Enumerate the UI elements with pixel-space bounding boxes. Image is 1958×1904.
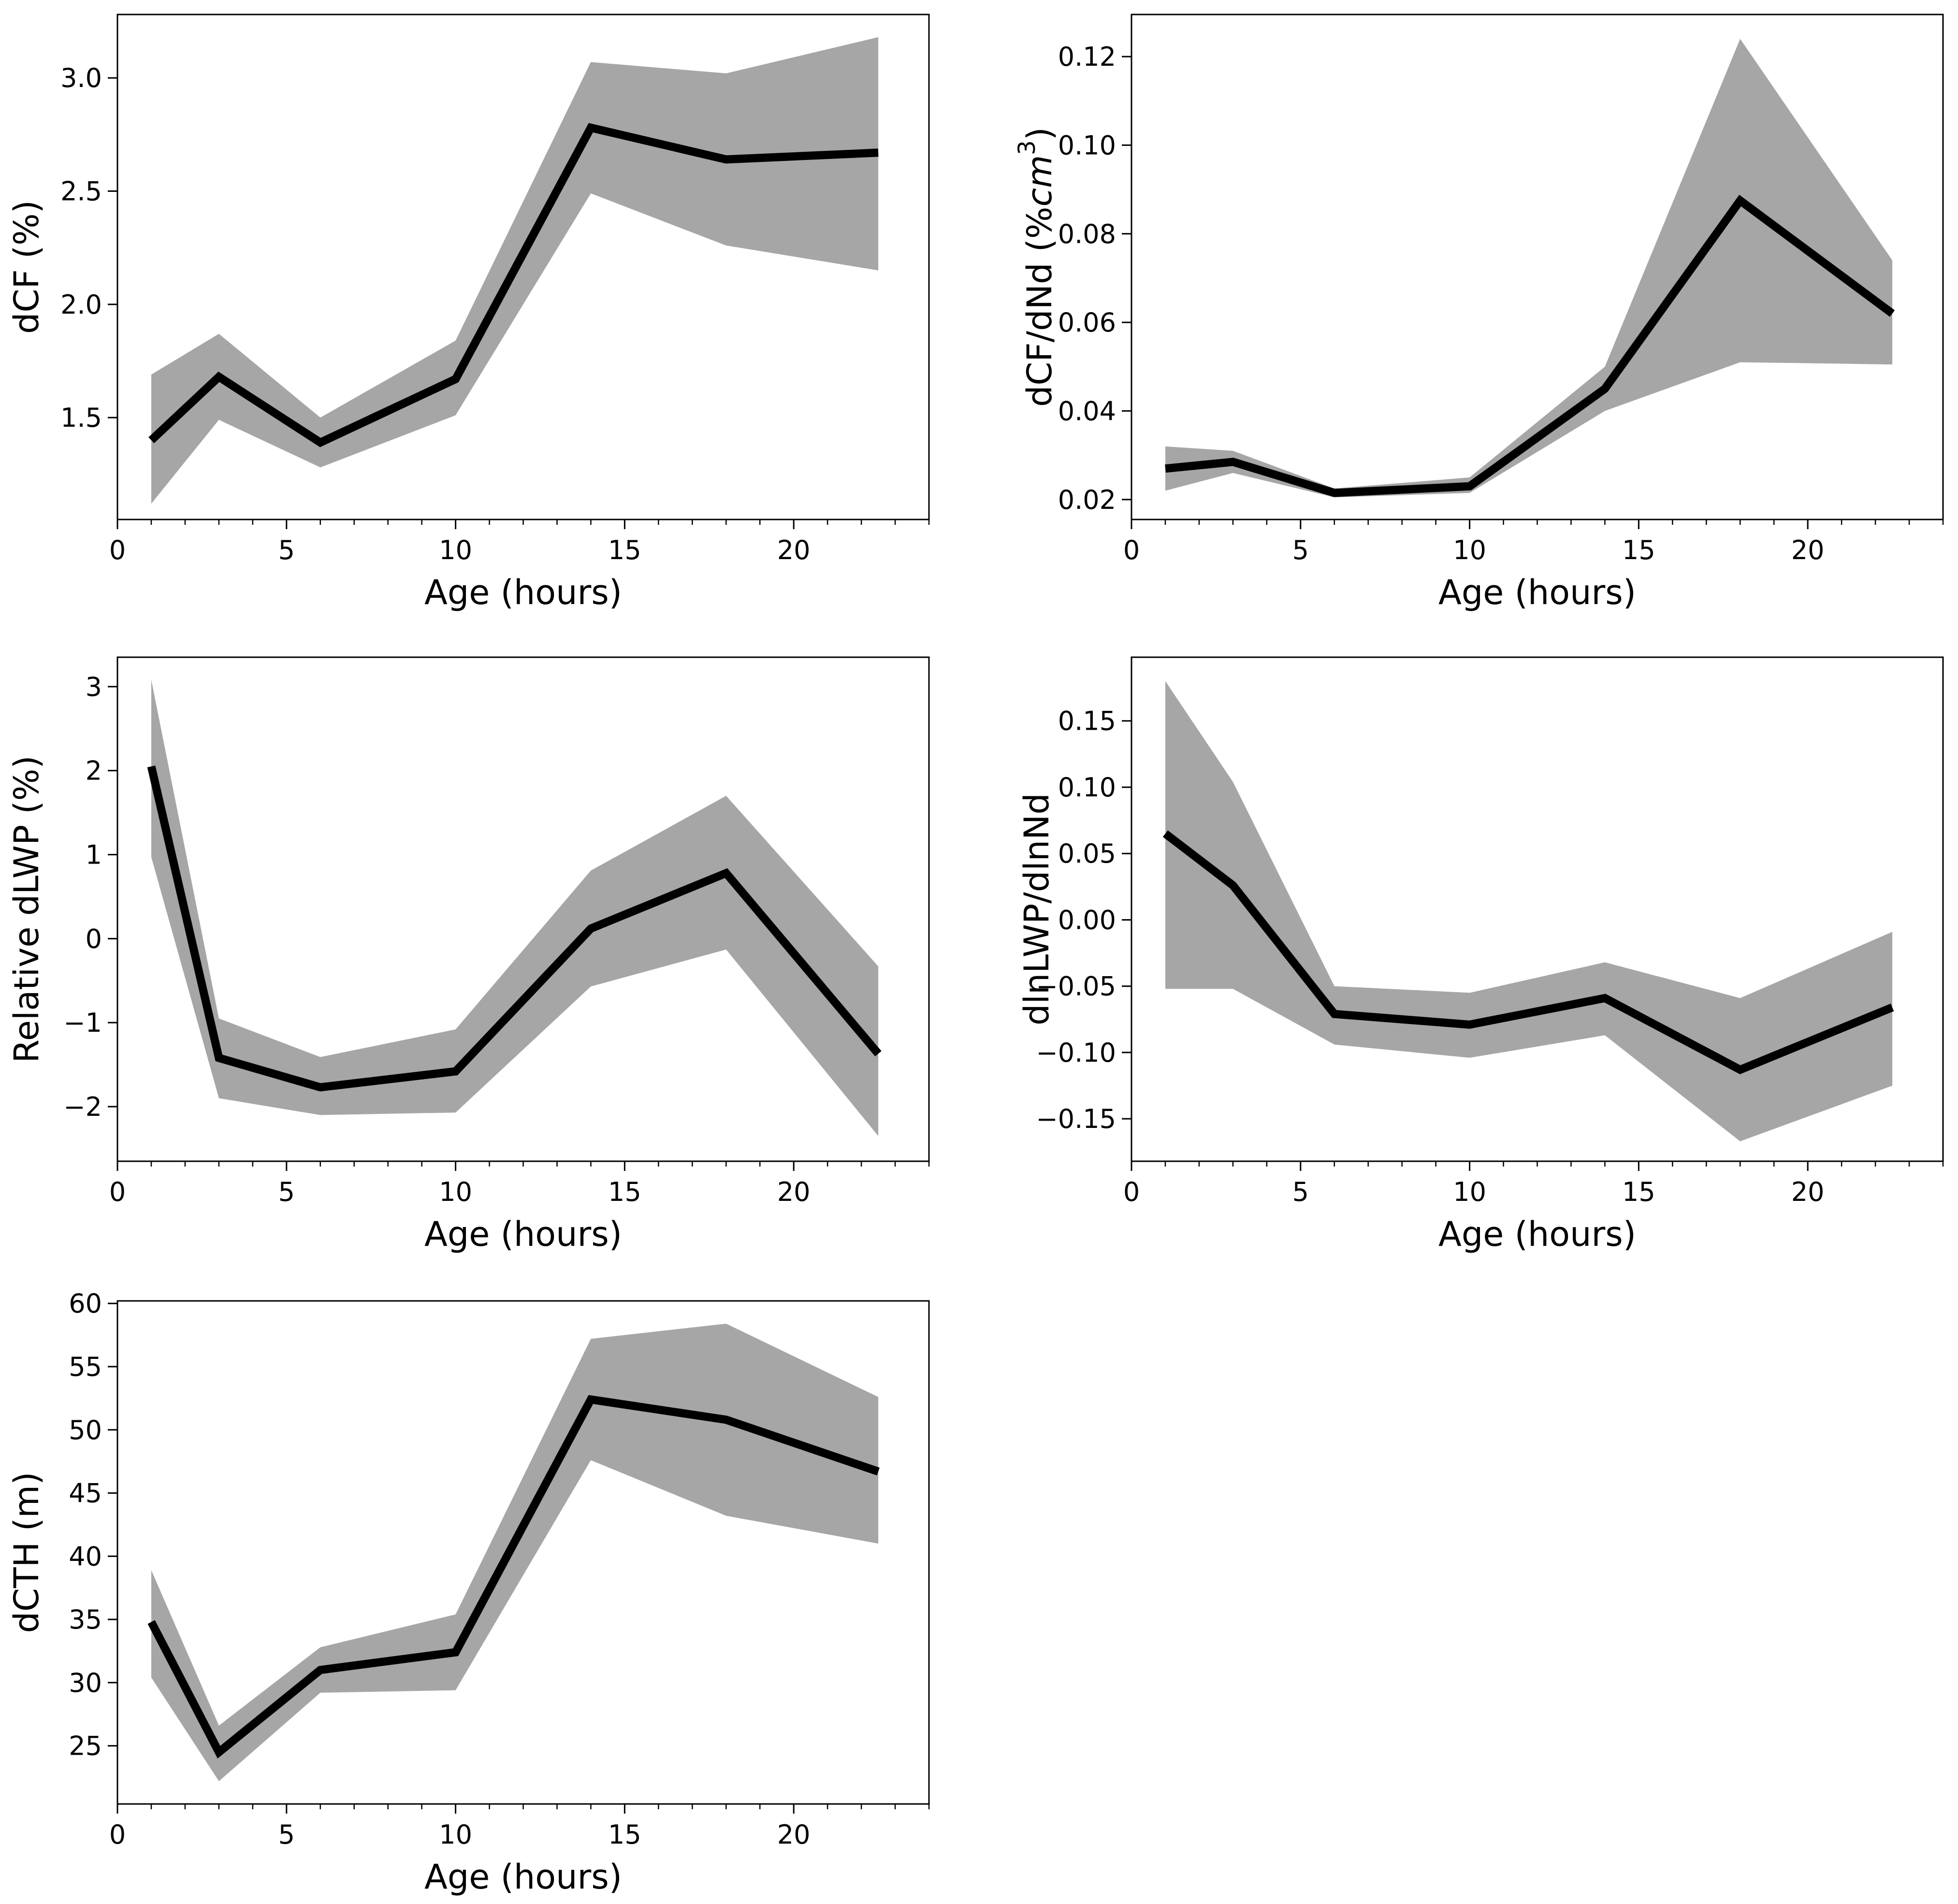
x-tick-label: 0 — [1123, 535, 1140, 565]
y-tick-label: 40 — [69, 1541, 102, 1572]
x-tick-label: 0 — [1123, 1177, 1140, 1207]
y-tick-label: 0.10 — [1058, 130, 1116, 160]
x-tick-label: 5 — [278, 1177, 295, 1207]
x-tick-label: 15 — [608, 1819, 641, 1850]
x-tick-label: 20 — [777, 1177, 811, 1207]
y-tick-label: −1 — [63, 1008, 102, 1038]
x-tick-label: 20 — [777, 535, 811, 565]
y-axis-label: dCF/dNd (%cm3) — [1014, 127, 1059, 407]
x-tick-label: 15 — [608, 1177, 641, 1207]
x-tick-label: 5 — [278, 535, 295, 565]
y-tick-label: 60 — [69, 1288, 102, 1319]
y-tick-label: 0.05 — [1058, 838, 1116, 869]
x-axis-label: Age (hours) — [1438, 1214, 1636, 1254]
x-tick-label: 10 — [439, 1819, 472, 1850]
y-tick-label: 55 — [69, 1352, 102, 1382]
y-tick-label: −0.05 — [1036, 971, 1116, 1002]
y-tick-label: 0.15 — [1058, 706, 1116, 736]
x-tick-label: 10 — [439, 535, 472, 565]
x-axis-label: Age (hours) — [424, 1214, 622, 1254]
x-tick-label: 5 — [1292, 535, 1309, 565]
x-axis-label: Age (hours) — [424, 1857, 622, 1897]
y-tick-label: 30 — [69, 1668, 102, 1698]
y-tick-label: 0.02 — [1058, 485, 1116, 515]
x-tick-label: 20 — [777, 1819, 811, 1850]
y-tick-label: −0.15 — [1036, 1104, 1116, 1134]
y-tick-label: 0.06 — [1058, 307, 1116, 338]
y-tick-label: 2 — [86, 756, 102, 786]
x-tick-label: 5 — [1292, 1177, 1309, 1207]
y-tick-label: 0.00 — [1058, 905, 1116, 935]
x-tick-label: 0 — [109, 1177, 126, 1207]
y-tick-label: 0.08 — [1058, 219, 1116, 249]
y-tick-label: 35 — [69, 1604, 102, 1635]
y-axis-label: dCF (%) — [7, 200, 46, 334]
chart-dlwp: 0 5 10 15 20 −2 −1 0 1 2 3 Age (hours) Relative dLWP… — [7, 656, 930, 1254]
y-axis-label-part: cm — [1020, 155, 1059, 207]
x-tick-label: 0 — [109, 535, 126, 565]
uncertainty-band — [151, 679, 879, 1136]
chart-dlnlwp_dlnnd: 0 5 10 15 20 −0.15 −0.10 −0.05 0.00 0.05 0.10 0.15 A… — [1017, 656, 1944, 1254]
y-tick-label: 25 — [69, 1731, 102, 1761]
y-axis-label-part: 3 — [1014, 140, 1041, 155]
y-tick-label: −0.10 — [1036, 1038, 1116, 1068]
x-tick-label: 15 — [1622, 1177, 1655, 1207]
mean-line — [147, 765, 882, 1092]
x-tick-label: 0 — [109, 1819, 126, 1850]
y-tick-label: 45 — [69, 1478, 102, 1509]
x-tick-label: 10 — [1453, 1177, 1486, 1207]
y-axis-label: dlnLWP/dlnNd — [1017, 793, 1057, 1025]
x-tick-label: 5 — [278, 1819, 295, 1850]
y-tick-label: 0.04 — [1058, 396, 1116, 426]
y-tick-label: 50 — [69, 1415, 102, 1445]
x-tick-label: 20 — [1791, 1177, 1825, 1207]
mean-line — [147, 1395, 880, 1759]
x-tick-label: 15 — [1622, 535, 1655, 565]
x-tick-label: 20 — [1791, 535, 1825, 565]
x-tick-label: 15 — [608, 535, 641, 565]
y-tick-label: 3 — [86, 672, 102, 702]
chart-dcf_dnd: 0 5 10 15 20 0.02 0.04 0.06 0.08 0.10 0.12 Age (hou… — [1014, 14, 1944, 612]
mean-line — [1165, 195, 1895, 497]
x-tick-label: 10 — [1453, 535, 1486, 565]
y-tick-label: 0.10 — [1058, 772, 1116, 803]
y-tick-label: 2.5 — [60, 176, 102, 207]
x-axis-label: Age (hours) — [424, 573, 622, 612]
y-axis-label-part: dCF/dNd (% — [1020, 207, 1059, 407]
chart-dcf: 0 5 10 15 20 1.5 2.0 2.5 3.0 Age (hours) dCF (%) — [7, 14, 930, 612]
uncertainty-band — [1165, 39, 1893, 498]
y-tick-label: 0.12 — [1058, 42, 1116, 72]
y-tick-label: −2 — [63, 1092, 102, 1122]
y-axis-label-part: ) — [1020, 127, 1059, 140]
y-tick-label: 1.5 — [60, 403, 102, 433]
y-axis-label: Relative dLWP (%) — [7, 755, 46, 1063]
chart-dcth: 0 5 10 15 20 25 30 35 40 45 50 55 60 Age (hours) dCTH … — [7, 1288, 930, 1897]
y-tick-label: 1 — [86, 840, 102, 870]
x-axis-label: Age (hours) — [1438, 573, 1636, 612]
uncertainty-band — [151, 1324, 879, 1781]
mean-line — [1162, 830, 1894, 1074]
mean-line — [148, 123, 879, 447]
y-tick-label: 2.0 — [60, 289, 102, 320]
y-tick-label: 0 — [86, 923, 102, 954]
y-tick-label: 3.0 — [60, 63, 102, 93]
y-axis-label: dCTH (m) — [7, 1472, 46, 1633]
uncertainty-band — [1165, 681, 1893, 1141]
x-tick-label: 10 — [439, 1177, 472, 1207]
